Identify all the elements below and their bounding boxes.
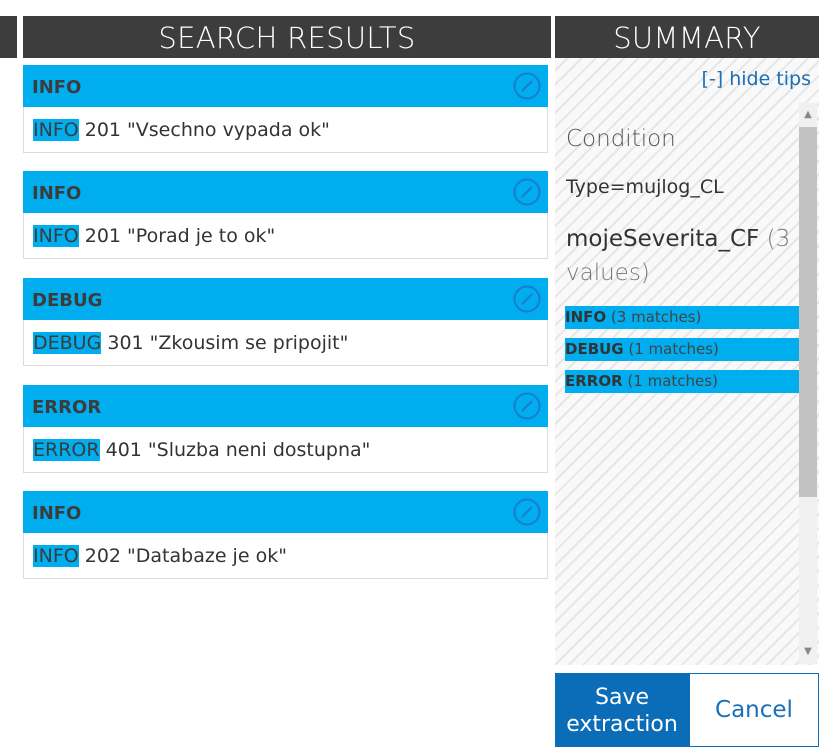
result-message[interactable]: DEBUG 301 "Zkousim se pripojit": [23, 320, 548, 366]
result-severity: INFO: [32, 183, 82, 204]
chevron-down-icon[interactable]: ▼: [804, 646, 812, 657]
chevron-up-icon[interactable]: ▲: [804, 109, 812, 120]
search-results-header: SEARCH RESULTS: [23, 16, 551, 58]
severity-highlight: INFO: [33, 225, 79, 247]
severity-highlight: DEBUG: [33, 332, 102, 354]
summary-panel: [-] hide tips Condition Type=mujlog_CL m…: [555, 58, 819, 665]
result-card-header: INFO: [23, 171, 548, 213]
edit-icon[interactable]: [513, 285, 541, 313]
result-text: 401 "Sluzba neni dostupna": [99, 439, 371, 461]
match-row[interactable]: INFO (3 matches): [565, 306, 808, 329]
collapsed-panel-edge: [0, 16, 17, 58]
match-value: DEBUG: [565, 340, 624, 358]
result-text: 201 "Porad je to ok": [78, 225, 276, 247]
result-card: ERROR ERROR 401 "Sluzba neni dostupna": [23, 385, 548, 473]
result-card: INFO INFO 201 "Porad je to ok": [23, 171, 548, 259]
result-severity: DEBUG: [32, 290, 103, 311]
result-severity: INFO: [32, 503, 82, 524]
result-severity: INFO: [32, 77, 82, 98]
result-card-header: DEBUG: [23, 278, 548, 320]
severity-highlight: INFO: [33, 119, 79, 141]
match-count: (1 matches): [622, 372, 718, 390]
field-name: mojeSeverita_CF: [566, 226, 760, 252]
match-row[interactable]: DEBUG (1 matches): [565, 338, 808, 361]
result-message[interactable]: INFO 201 "Vsechno vypada ok": [23, 107, 548, 153]
edit-icon[interactable]: [513, 392, 541, 420]
scrollbar-thumb[interactable]: [799, 127, 817, 497]
match-count: (1 matches): [623, 340, 719, 358]
result-card: INFO INFO 202 "Databaze je ok": [23, 491, 548, 579]
field-summary: mojeSeverita_CF (3 values): [566, 222, 791, 290]
result-text: 301 "Zkousim se pripojit": [101, 332, 349, 354]
match-row[interactable]: ERROR (1 matches): [565, 370, 808, 393]
result-text: 202 "Databaze je ok": [78, 545, 287, 567]
match-count: (3 matches): [606, 308, 702, 326]
result-card-header: ERROR: [23, 385, 548, 427]
edit-icon[interactable]: [513, 498, 541, 526]
result-message[interactable]: ERROR 401 "Sluzba neni dostupna": [23, 427, 548, 473]
result-severity: ERROR: [32, 397, 102, 418]
edit-icon[interactable]: [513, 72, 541, 100]
match-value: ERROR: [565, 372, 623, 390]
result-card-header: INFO: [23, 491, 548, 533]
summary-scrollbar[interactable]: ▲ ▼: [799, 103, 817, 664]
cancel-button[interactable]: Cancel: [689, 673, 819, 747]
condition-type: Type=mujlog_CL: [566, 176, 724, 198]
severity-highlight: INFO: [33, 545, 79, 567]
result-card: INFO INFO 201 "Vsechno vypada ok": [23, 65, 548, 153]
match-value: INFO: [565, 308, 607, 326]
save-extraction-button[interactable]: Save extraction: [555, 673, 689, 747]
result-card-header: INFO: [23, 65, 548, 107]
hide-tips-link[interactable]: [-] hide tips: [701, 68, 811, 90]
severity-highlight: ERROR: [33, 439, 100, 461]
condition-label: Condition: [566, 126, 676, 152]
result-text: 201 "Vsechno vypada ok": [78, 119, 330, 141]
field-value-count: (3 values): [566, 226, 791, 286]
edit-icon[interactable]: [513, 178, 541, 206]
result-message[interactable]: INFO 202 "Databaze je ok": [23, 533, 548, 579]
result-message[interactable]: INFO 201 "Porad je to ok": [23, 213, 548, 259]
result-card: DEBUG DEBUG 301 "Zkousim se pripojit": [23, 278, 548, 366]
summary-header: SUMMARY: [555, 16, 819, 58]
